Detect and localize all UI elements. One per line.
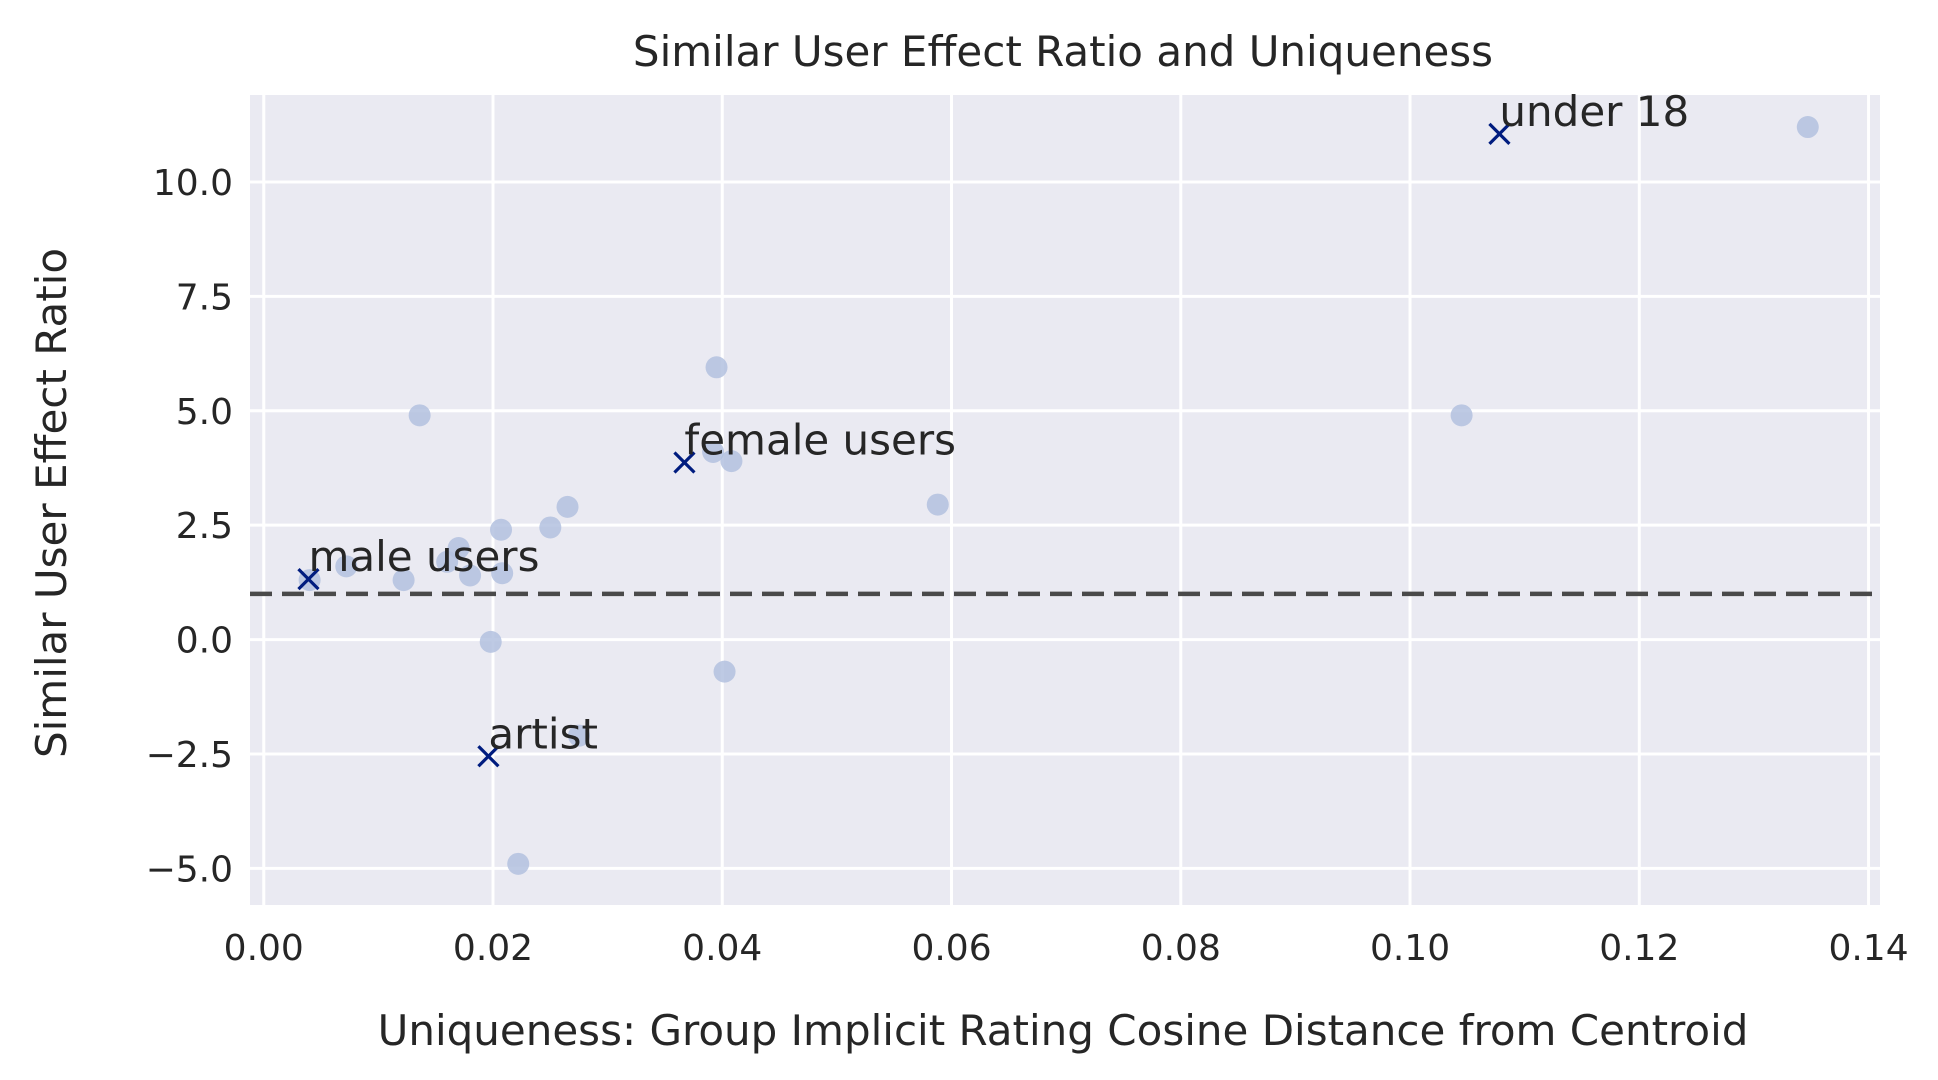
highlighted-point: [297, 568, 320, 591]
tick-labels: 0.00 0.02 0.04 0.06 0.08 0.10 0.12 0.14 −5.0 −2.5…: [146, 163, 1909, 969]
scatter-point: [447, 537, 470, 560]
y-axis-label: Similar User Effect Ratio: [27, 248, 76, 758]
scatter-point: [705, 356, 728, 379]
y-tick-label: 5.0: [176, 392, 233, 433]
y-tick-label: 2.5: [176, 506, 233, 547]
y-tick-label: −2.5: [146, 735, 233, 776]
scatter-point: [490, 518, 513, 541]
scatter-point: [408, 404, 431, 427]
scatter-point: [1796, 116, 1819, 139]
plot-background: [250, 95, 1880, 905]
scatter-point: [713, 660, 736, 683]
scatter-point: [539, 516, 562, 539]
scatter-point: [459, 564, 482, 587]
scatter-point: [720, 450, 743, 473]
scatter-point: [392, 569, 415, 592]
scatter-point: [556, 495, 579, 518]
scatter-point: [702, 440, 725, 463]
scatter-point: [491, 562, 514, 585]
x-tick-label: 0.10: [1370, 928, 1450, 969]
point-annotation: under 18: [1499, 87, 1689, 136]
highlighted-point: [1488, 122, 1511, 146]
scatter-point: [479, 630, 502, 653]
scatter-point: [507, 852, 530, 875]
highlighted-point: [477, 745, 500, 768]
x-tick-label: 0.12: [1599, 928, 1679, 969]
point-annotation: female users: [684, 415, 956, 464]
x-tick-label: 0.14: [1828, 928, 1908, 969]
x-tick-label: 0.08: [1141, 928, 1221, 969]
point-annotation: artist: [488, 709, 598, 758]
x-tick-label: 0.02: [453, 928, 533, 969]
scatter-point: [567, 724, 590, 747]
y-tick-label: 0.0: [176, 621, 233, 662]
data-points: male users female users artist under 18: [297, 87, 1819, 875]
scatter-point: [926, 493, 949, 516]
x-axis-label: Uniqueness: Group Implicit Rating Cosine…: [378, 1006, 1749, 1055]
y-tick-label: 7.5: [176, 277, 233, 318]
chart-title: Similar User Effect Ratio and Uniqueness: [633, 27, 1493, 76]
y-tick-label: 10.0: [153, 163, 233, 204]
scatter-point: [1450, 404, 1473, 427]
x-tick-label: 0.06: [911, 928, 991, 969]
x-tick-label: 0.04: [682, 928, 762, 969]
x-tick-label: 0.00: [224, 928, 304, 969]
highlighted-point: [673, 451, 696, 474]
y-tick-label: −5.0: [146, 849, 233, 890]
point-annotation: male users: [308, 532, 539, 581]
scatter-point: [335, 555, 358, 578]
